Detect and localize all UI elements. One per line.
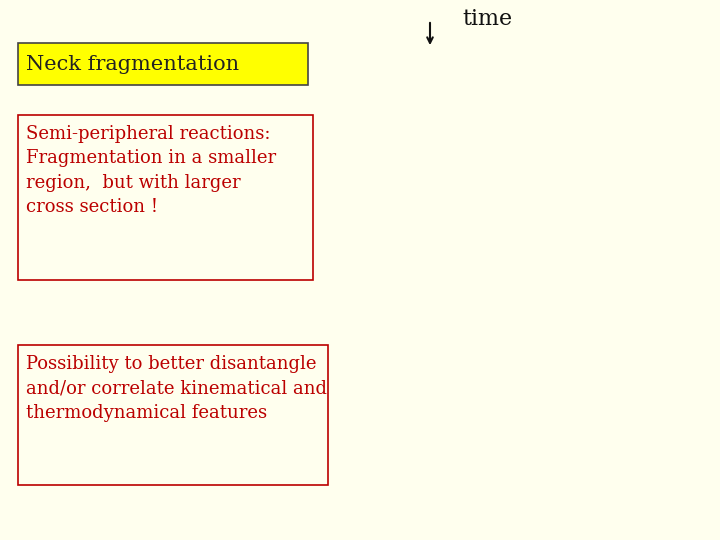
Text: Semi-peripheral reactions:
Fragmentation in a smaller
region,  but with larger
c: Semi-peripheral reactions: Fragmentation… <box>26 125 276 216</box>
Bar <box>18 115 313 280</box>
Bar <box>18 43 308 85</box>
Text: time: time <box>462 8 512 30</box>
Text: Possibility to better disantangle
and/or correlate kinematical and
thermodynamic: Possibility to better disantangle and/or… <box>26 355 327 422</box>
Bar <box>18 345 328 485</box>
Text: Neck fragmentation: Neck fragmentation <box>26 55 239 73</box>
